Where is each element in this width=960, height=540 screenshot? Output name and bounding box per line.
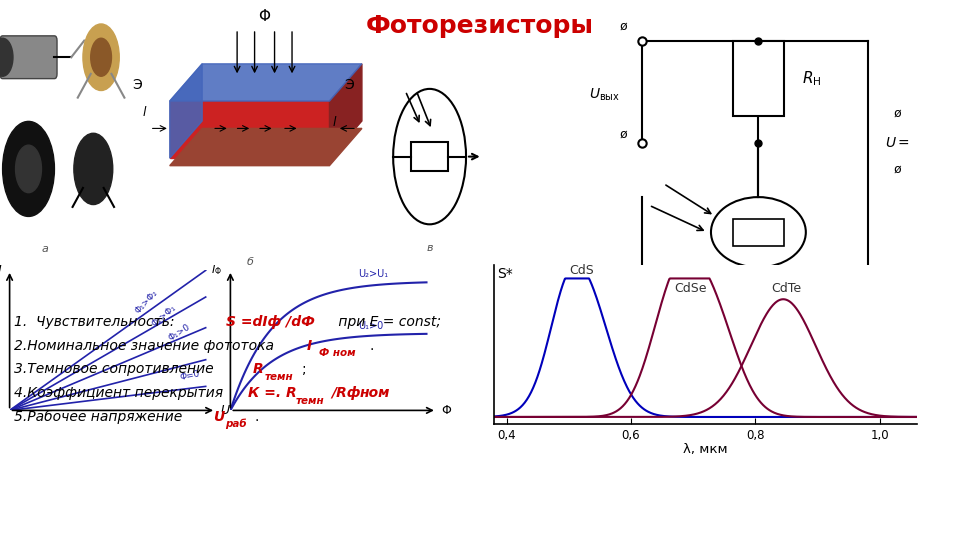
FancyBboxPatch shape	[0, 36, 57, 79]
Circle shape	[3, 122, 55, 217]
Text: I: I	[0, 264, 1, 276]
Text: Фоторезисторы: Фоторезисторы	[366, 14, 594, 37]
Text: темн: темн	[265, 372, 294, 382]
Bar	[732, 40, 784, 116]
Text: CdSe: CdSe	[674, 282, 707, 295]
Text: ø: ø	[619, 19, 627, 32]
Text: 4.Коэффициент перекрытия: 4.Коэффициент перекрытия	[14, 386, 228, 400]
Text: U: U	[220, 404, 229, 417]
X-axis label: λ, мкм: λ, мкм	[684, 443, 728, 456]
Text: Э: Э	[132, 78, 142, 92]
Text: ном: ном	[360, 386, 391, 400]
Text: К =. R: К =. R	[248, 386, 297, 400]
Text: Φ: Φ	[441, 404, 451, 417]
Text: l: l	[333, 116, 336, 129]
Polygon shape	[329, 64, 362, 158]
Text: Ф ном: Ф ном	[319, 348, 355, 358]
Circle shape	[15, 145, 41, 193]
Text: $U_{\mathrm{вых}}$: $U_{\mathrm{вых}}$	[588, 86, 620, 103]
Text: раб: раб	[225, 419, 247, 429]
Text: 1.  Чувствительность:: 1. Чувствительность:	[14, 315, 180, 329]
Text: Э: Э	[345, 78, 354, 92]
Text: ø: ø	[893, 163, 900, 176]
Circle shape	[91, 38, 111, 76]
Polygon shape	[170, 101, 329, 158]
Text: /Rф: /Rф	[331, 386, 366, 400]
Text: .: .	[370, 339, 374, 353]
Text: в: в	[426, 243, 433, 253]
Text: Φ=0: Φ=0	[179, 369, 201, 382]
Text: ;: ;	[302, 362, 307, 376]
Text: $I_Φ$: $I_Φ$	[211, 263, 222, 277]
Text: а: а	[42, 244, 49, 254]
Text: Φ: Φ	[258, 9, 271, 24]
Circle shape	[74, 133, 112, 205]
Text: Φ₂>Φ₁: Φ₂>Φ₁	[150, 303, 178, 328]
Circle shape	[0, 38, 13, 76]
Text: 2.Номинальное значение фототока: 2.Номинальное значение фототока	[14, 339, 278, 353]
Text: при E = const;: при E = const;	[334, 315, 441, 329]
Text: $R_{\mathrm{H}}$: $R_{\mathrm{H}}$	[803, 69, 822, 87]
Text: S*: S*	[497, 267, 514, 281]
Text: 5.Рабочее напряжение: 5.Рабочее напряжение	[14, 410, 187, 424]
Text: .: .	[254, 410, 259, 424]
Text: R: R	[252, 362, 263, 376]
Text: б: б	[246, 257, 253, 267]
Bar	[732, 219, 784, 246]
Polygon shape	[170, 64, 362, 101]
Text: ø: ø	[893, 106, 900, 119]
Text: ø: ø	[619, 127, 627, 140]
Text: Φ₁>0: Φ₁>0	[166, 322, 192, 342]
Circle shape	[83, 24, 119, 91]
Text: Φ₁>Φ₂: Φ₁>Φ₂	[133, 288, 159, 315]
Polygon shape	[170, 129, 362, 166]
Text: U: U	[213, 410, 225, 424]
Text: $U=$: $U=$	[884, 136, 909, 150]
Text: 3.Темновое сопротивление: 3.Темновое сопротивление	[14, 362, 219, 376]
Text: темн: темн	[296, 395, 324, 406]
Polygon shape	[170, 64, 203, 158]
Bar	[411, 142, 448, 171]
Text: U₁>0: U₁>0	[358, 321, 384, 331]
Text: l: l	[143, 106, 147, 119]
Text: S =dIф /dФ: S =dIф /dФ	[226, 315, 315, 329]
Text: I: I	[307, 339, 312, 353]
Text: U₂>U₁: U₂>U₁	[358, 269, 389, 279]
Text: CdTe: CdTe	[771, 282, 802, 295]
Text: CdS: CdS	[569, 264, 593, 278]
